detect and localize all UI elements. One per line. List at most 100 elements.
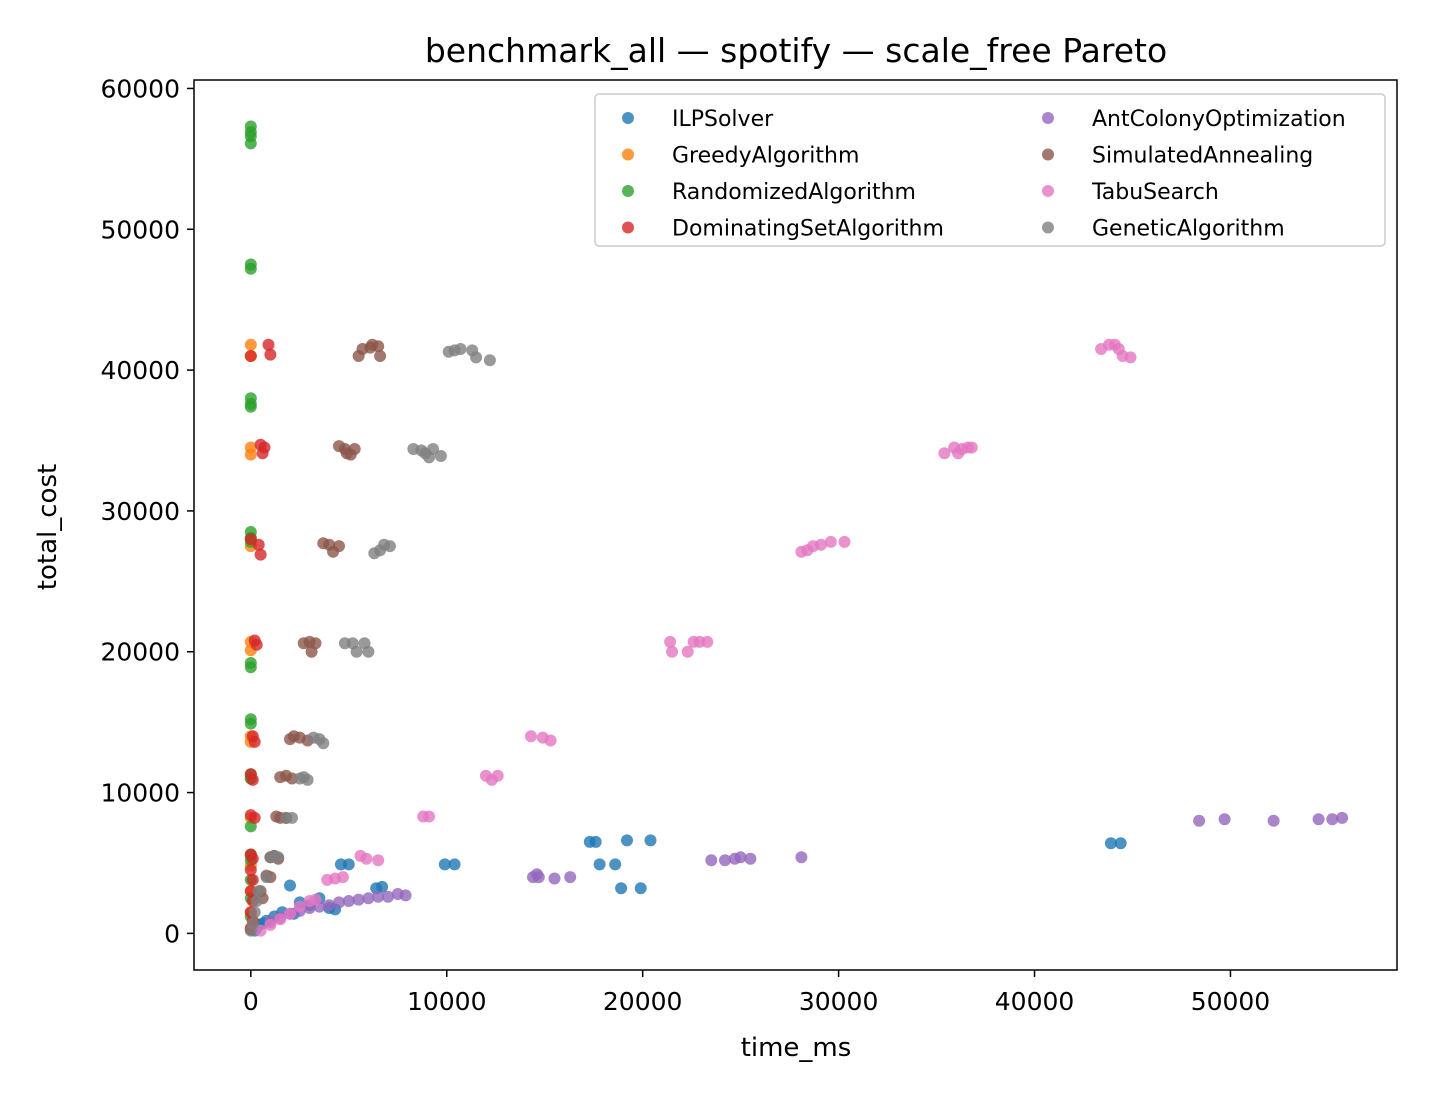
- data-point: [815, 538, 827, 551]
- data-point: [274, 913, 287, 926]
- data-point: [609, 858, 622, 871]
- data-point: [824, 535, 837, 548]
- series-AntColonyOptimization: [264, 811, 1349, 929]
- data-point: [252, 538, 265, 551]
- data-point: [360, 852, 373, 865]
- x-tick-label: 0: [243, 987, 259, 1016]
- data-point: [593, 858, 606, 871]
- data-point: [448, 858, 461, 871]
- data-point: [470, 351, 483, 364]
- data-point: [350, 645, 363, 658]
- legend-label: TabuSearch: [1091, 180, 1219, 205]
- data-point: [532, 871, 545, 884]
- legend: ILPSolver GreedyAlgorithm RandomizedAlgori…: [594, 93, 1386, 247]
- data-point: [1326, 813, 1339, 826]
- data-point: [1336, 811, 1349, 824]
- legend-item: GreedyAlgorithm: [622, 144, 859, 169]
- data-point: [734, 851, 747, 864]
- data-point: [248, 811, 261, 824]
- data-point: [621, 834, 633, 847]
- data-point: [374, 350, 387, 362]
- data-point: [372, 890, 385, 903]
- data-point: [244, 924, 257, 937]
- legend-label: RandomizedAlgorithm: [672, 180, 916, 205]
- legend-item: ILPSolver: [622, 107, 774, 132]
- data-point: [838, 535, 851, 548]
- legend-box: [594, 93, 1386, 247]
- data-point: [248, 906, 261, 919]
- data-point: [301, 773, 314, 786]
- plot-frame: [193, 79, 1398, 971]
- x-axis: 0 10000 20000 30000 40000 50000: [243, 970, 1270, 1016]
- legend-item: TabuSearch: [1042, 180, 1219, 205]
- x-tick-label: 20000: [603, 987, 683, 1016]
- data-point: [965, 441, 978, 454]
- data-point: [260, 871, 273, 884]
- data-point: [362, 645, 375, 658]
- legend-marker: [1042, 112, 1054, 124]
- data-point: [333, 540, 345, 553]
- legend-marker: [1042, 185, 1054, 197]
- data-point: [564, 871, 577, 884]
- data-point: [244, 864, 257, 876]
- data-point: [336, 871, 349, 884]
- legend-marker: [1042, 148, 1054, 161]
- y-tick-label: 0: [164, 919, 180, 948]
- data-point: [244, 350, 257, 362]
- data-point: [284, 879, 296, 892]
- data-point: [254, 924, 267, 937]
- data-point: [348, 443, 361, 455]
- data-point: [342, 858, 355, 871]
- data-point: [309, 893, 322, 906]
- data-point: [438, 858, 451, 871]
- data-point: [246, 773, 259, 786]
- data-point: [244, 338, 257, 351]
- series-TabuSearch: [254, 338, 1137, 937]
- legend-label: DominatingSetAlgorithm: [672, 217, 944, 242]
- series-GeneticAlgorithm: [244, 343, 496, 937]
- y-tick-label: 50000: [100, 215, 180, 244]
- data-point: [1124, 351, 1137, 364]
- data-point: [423, 810, 436, 823]
- data-point: [244, 262, 257, 275]
- legend-label: AntColonyOptimization: [1092, 107, 1346, 132]
- data-point: [362, 892, 375, 905]
- data-point: [1218, 813, 1231, 826]
- x-tick-label: 10000: [407, 987, 487, 1016]
- data-point: [250, 895, 263, 907]
- data-point: [644, 834, 657, 847]
- data-point: [244, 717, 257, 730]
- data-point: [681, 645, 694, 658]
- data-point: [272, 851, 285, 864]
- legend-label: GeneticAlgorithm: [1092, 217, 1285, 242]
- y-axis-label: total_cost: [33, 464, 63, 590]
- data-point: [795, 851, 808, 864]
- data-point: [664, 635, 677, 648]
- y-tick-label: 40000: [100, 356, 180, 385]
- data-point: [434, 450, 447, 462]
- data-point: [244, 448, 257, 461]
- x-tick-label: 30000: [799, 987, 879, 1016]
- data-point: [254, 548, 267, 561]
- legend-marker: [622, 221, 634, 234]
- data-point: [262, 338, 275, 351]
- data-point: [399, 889, 412, 902]
- data-point: [372, 854, 385, 867]
- legend-marker: [1042, 221, 1054, 234]
- data-point: [938, 447, 951, 460]
- data-point: [309, 637, 322, 650]
- data-point: [317, 737, 330, 750]
- y-tick-label: 20000: [100, 638, 180, 667]
- data-point: [1312, 813, 1325, 826]
- legend-item: AntColonyOptimization: [1042, 107, 1346, 132]
- y-axis: 0 10000 20000 30000 40000 50000 60000: [100, 74, 194, 948]
- x-tick-label: 50000: [1191, 987, 1271, 1016]
- data-point: [250, 638, 263, 651]
- legend-marker: [622, 112, 634, 124]
- data-point: [483, 354, 496, 367]
- legend-label: ILPSolver: [672, 107, 774, 132]
- data-point: [427, 443, 439, 455]
- data-point: [1267, 814, 1280, 827]
- y-tick-label: 10000: [100, 779, 180, 808]
